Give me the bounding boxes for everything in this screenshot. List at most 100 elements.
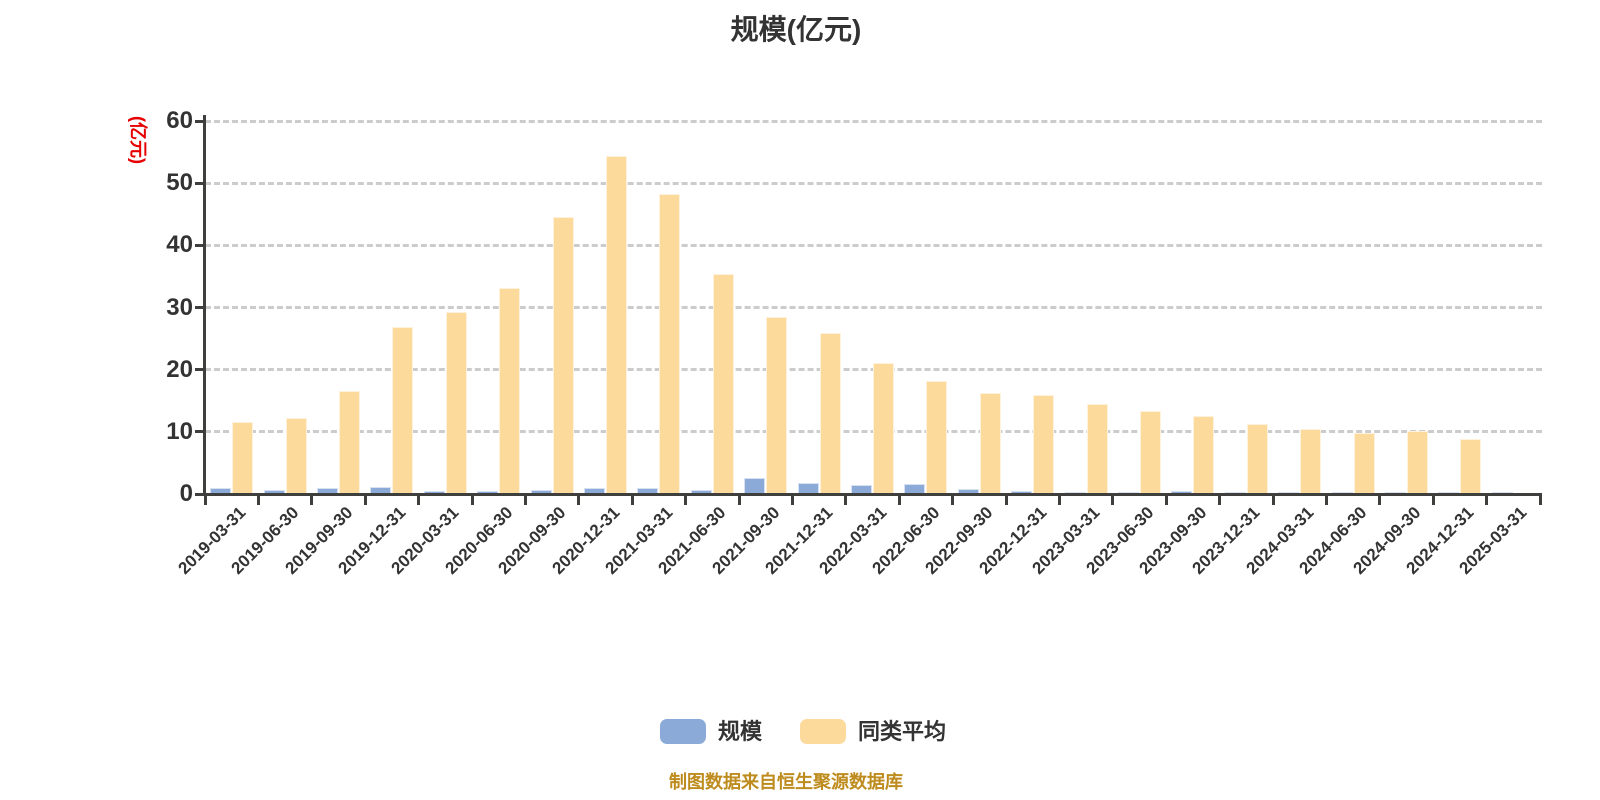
bar-scale[interactable]: [1278, 491, 1300, 494]
bar-peer-average[interactable]: [1246, 424, 1268, 494]
x-axis-tick: [951, 496, 955, 505]
legend-item-peer-average[interactable]: 同类平均: [800, 719, 946, 744]
x-axis-tick: [737, 496, 741, 505]
x-axis-tick: [630, 496, 634, 505]
x-axis-tick: [1378, 496, 1382, 505]
bar-peer-average[interactable]: [1300, 428, 1322, 494]
bar-peer-average[interactable]: [499, 287, 521, 494]
scale-series-swatch: [659, 719, 706, 744]
x-axis-tick: [310, 496, 314, 505]
bar-peer-average[interactable]: [392, 326, 414, 494]
bar-peer-average[interactable]: [606, 156, 627, 494]
bar-scale[interactable]: [1224, 491, 1246, 494]
x-axis-tick: [1271, 496, 1275, 505]
bar-peer-average[interactable]: [232, 421, 254, 494]
bar-peer-average[interactable]: [1460, 438, 1482, 494]
x-axis-tick: [523, 496, 527, 505]
bar-scale[interactable]: [1064, 491, 1086, 494]
x-axis-tick: [1485, 496, 1489, 505]
x-axis-tick: [1431, 496, 1435, 505]
bar-peer-average[interactable]: [1140, 410, 1161, 494]
y-axis-tick: [195, 306, 204, 309]
y-axis-tick-label: 0: [179, 480, 193, 507]
bar-scale[interactable]: [1385, 491, 1406, 494]
x-axis-tick: [684, 496, 688, 505]
bar-scale[interactable]: [423, 490, 445, 494]
x-axis-tick: [790, 496, 794, 505]
y-axis-tick-label: 50: [166, 169, 193, 197]
y-axis-tick-label: 30: [166, 293, 193, 321]
bar-peer-average[interactable]: [712, 273, 734, 494]
y-axis-tick: [195, 492, 204, 496]
y-axis-tick-label: 40: [166, 231, 193, 259]
chart-legend: 规模 同类平均: [659, 719, 946, 744]
x-axis-tick: [1057, 496, 1061, 505]
x-axis-tick: [897, 496, 901, 505]
x-axis-tick: [1218, 496, 1222, 505]
y-axis-tick: [195, 181, 204, 185]
chart-title: 规模(亿元): [730, 14, 862, 45]
y-axis-tick-label: 20: [166, 355, 193, 383]
bar-peer-average[interactable]: [926, 380, 948, 494]
bar-peer-average[interactable]: [979, 393, 1001, 494]
bar-scale[interactable]: [1011, 490, 1033, 494]
bar-scale[interactable]: [1171, 490, 1193, 494]
bar-scale[interactable]: [263, 489, 285, 494]
bar-scale[interactable]: [797, 483, 819, 494]
bar-scale[interactable]: [1118, 491, 1139, 494]
peer-average-series-swatch: [800, 719, 846, 744]
gridline: [205, 306, 1542, 309]
bar-scale[interactable]: [317, 487, 338, 494]
x-axis-tick: [363, 496, 367, 505]
legend-item-scale[interactable]: 规模: [659, 719, 762, 744]
bar-scale[interactable]: [584, 488, 605, 494]
data-source-note: 制图数据来自恒生聚源数据库: [669, 772, 903, 792]
gridline: [205, 181, 1542, 185]
x-axis-tick: [1324, 496, 1328, 505]
bar-peer-average[interactable]: [1407, 430, 1428, 494]
bar-peer-average[interactable]: [339, 390, 360, 494]
x-axis-tick: [470, 496, 474, 505]
x-axis-tick: [577, 496, 581, 505]
bar-scale[interactable]: [530, 490, 552, 494]
bar-peer-average[interactable]: [1033, 394, 1055, 494]
bar-scale[interactable]: [957, 489, 979, 494]
bar-scale[interactable]: [477, 490, 499, 494]
bar-peer-average[interactable]: [1086, 404, 1108, 494]
y-axis-tick-label: 60: [166, 107, 193, 134]
y-axis-tick: [195, 243, 204, 247]
bar-peer-average[interactable]: [1353, 433, 1375, 494]
gridline: [205, 119, 1542, 123]
x-axis-tick: [844, 496, 848, 505]
x-axis-line: [203, 493, 1542, 496]
legend-label-scale: 规模: [717, 719, 762, 744]
bar-peer-average[interactable]: [1193, 416, 1215, 494]
bar-scale[interactable]: [744, 477, 766, 494]
bar-peer-average[interactable]: [445, 312, 467, 494]
bar-peer-average[interactable]: [285, 418, 307, 494]
y-axis-tick: [195, 368, 204, 372]
y-axis-tick: [195, 430, 204, 434]
legend-label-peer-average: 同类平均: [858, 719, 947, 744]
bar-scale[interactable]: [851, 484, 872, 494]
y-axis-line: [203, 115, 206, 496]
bar-peer-average[interactable]: [766, 316, 788, 494]
bar-scale[interactable]: [1491, 491, 1513, 494]
bar-peer-average[interactable]: [819, 332, 841, 494]
bar-scale[interactable]: [904, 484, 926, 494]
x-axis-tick: [1004, 496, 1008, 505]
bar-scale[interactable]: [637, 488, 659, 494]
x-axis-tick: [1538, 496, 1542, 505]
bar-peer-average[interactable]: [552, 216, 574, 494]
y-axis-tick-label: 10: [166, 417, 193, 445]
bar-scale[interactable]: [690, 489, 712, 494]
x-axis-tick: [256, 496, 260, 505]
bar-peer-average[interactable]: [873, 362, 894, 494]
bar-peer-average[interactable]: [659, 194, 681, 494]
gridline: [205, 243, 1542, 247]
y-axis-tick: [195, 119, 204, 123]
bar-scale[interactable]: [210, 488, 232, 494]
bar-scale[interactable]: [370, 487, 392, 494]
x-axis-tick: [203, 496, 207, 505]
